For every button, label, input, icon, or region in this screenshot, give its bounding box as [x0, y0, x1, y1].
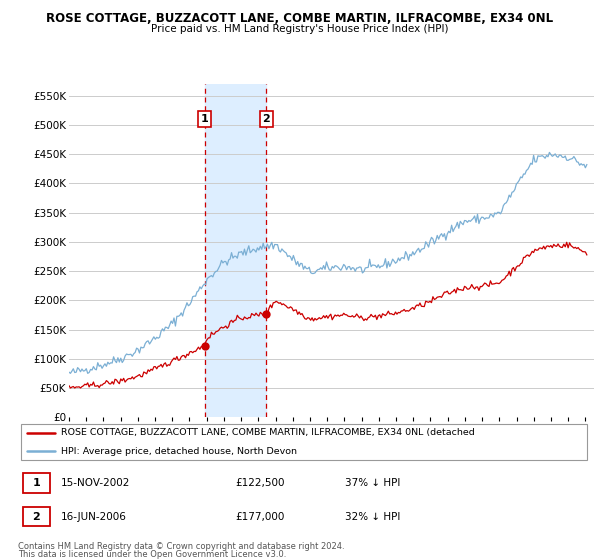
- Text: ROSE COTTAGE, BUZZACOTT LANE, COMBE MARTIN, ILFRACOMBE, EX34 0NL: ROSE COTTAGE, BUZZACOTT LANE, COMBE MART…: [46, 12, 554, 25]
- Text: 2: 2: [262, 114, 270, 124]
- Text: ROSE COTTAGE, BUZZACOTT LANE, COMBE MARTIN, ILFRACOMBE, EX34 0NL (detached: ROSE COTTAGE, BUZZACOTT LANE, COMBE MART…: [61, 428, 475, 437]
- Text: £177,000: £177,000: [236, 512, 285, 521]
- Text: This data is licensed under the Open Government Licence v3.0.: This data is licensed under the Open Gov…: [18, 550, 286, 559]
- FancyBboxPatch shape: [23, 507, 50, 526]
- Text: 37% ↓ HPI: 37% ↓ HPI: [344, 478, 400, 488]
- Text: 15-NOV-2002: 15-NOV-2002: [61, 478, 130, 488]
- Text: HPI: Average price, detached house, North Devon: HPI: Average price, detached house, Nort…: [61, 447, 297, 456]
- Text: £122,500: £122,500: [236, 478, 285, 488]
- Text: 32% ↓ HPI: 32% ↓ HPI: [344, 512, 400, 521]
- Text: 16-JUN-2006: 16-JUN-2006: [61, 512, 127, 521]
- Text: 2: 2: [32, 512, 40, 521]
- Bar: [205, 84, 266, 417]
- Text: Price paid vs. HM Land Registry's House Price Index (HPI): Price paid vs. HM Land Registry's House …: [151, 24, 449, 34]
- Text: 1: 1: [32, 478, 40, 488]
- Text: Contains HM Land Registry data © Crown copyright and database right 2024.: Contains HM Land Registry data © Crown c…: [18, 542, 344, 550]
- Text: 1: 1: [200, 114, 208, 124]
- FancyBboxPatch shape: [23, 473, 50, 493]
- FancyBboxPatch shape: [21, 424, 587, 460]
